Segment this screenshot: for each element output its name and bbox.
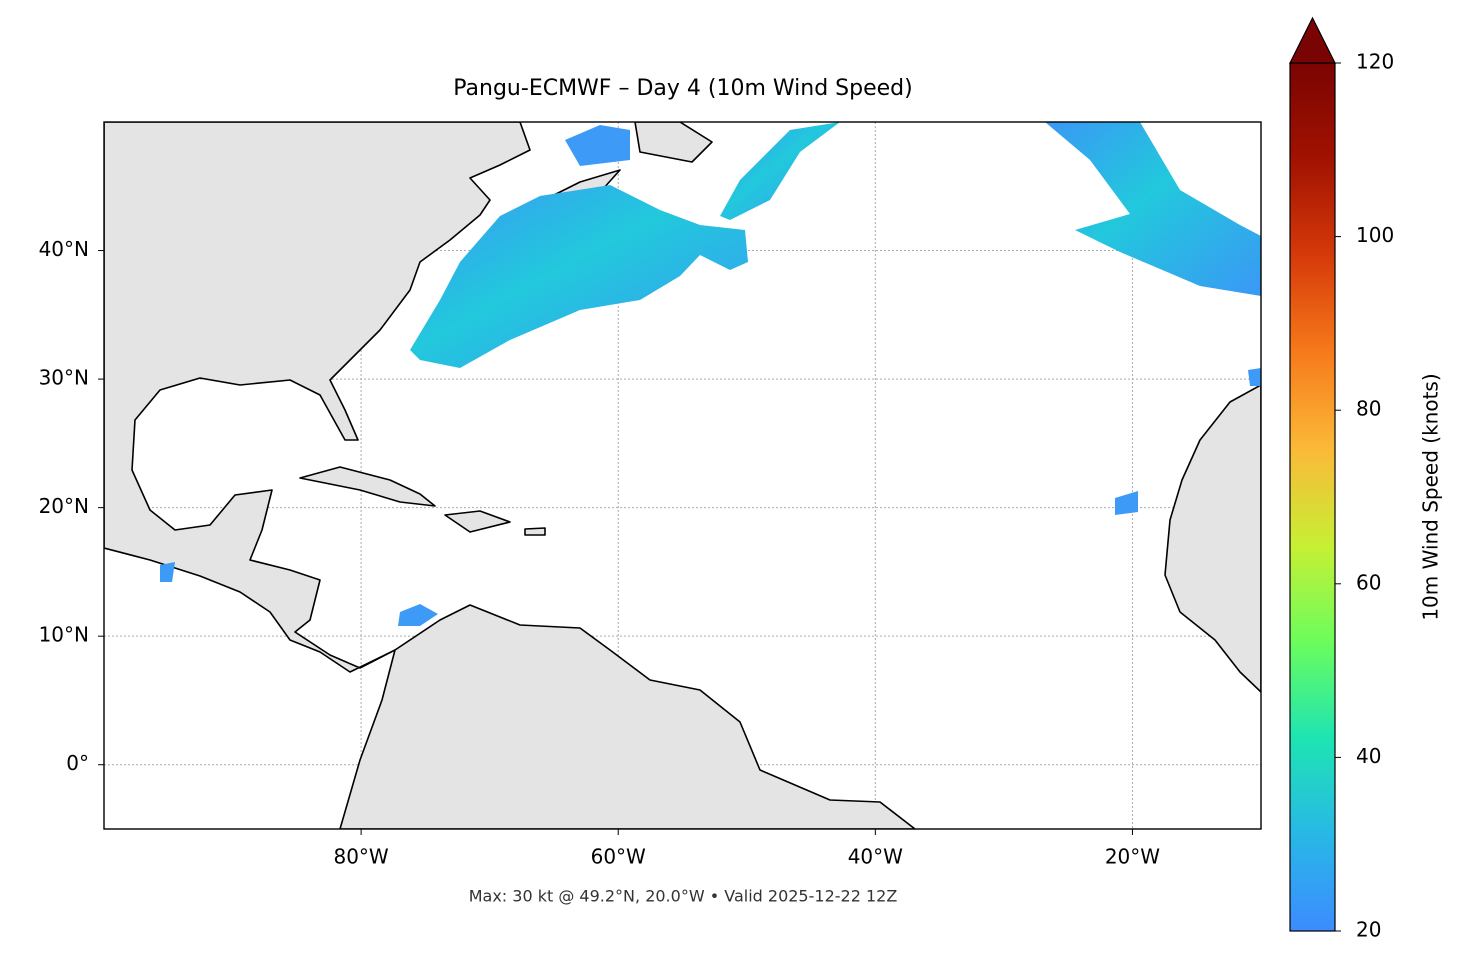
cuba [299,466,436,507]
newfoundland [634,122,713,163]
y-tick-label: 40°N [39,237,89,261]
africa [1164,384,1261,693]
wind-area [410,185,748,368]
wind-area [1248,368,1261,386]
footnote: Max: 30 kt @ 49.2°N, 20.0°W • Valid 2025… [469,887,898,906]
map-frame [103,121,1262,830]
wind-area [720,122,840,220]
colorbar-scale [1289,62,1336,932]
colorbar-tick-label: 80 [1356,397,1381,421]
colorbar: 20 40 60 80 100 120 10m Wind Speed (knots) [1289,16,1443,942]
x-tick-label: 40°W [848,845,903,869]
map [104,122,1261,829]
colorbar-tick-label: 60 [1356,570,1381,594]
y-tick-label: 0° [66,751,89,775]
y-tick-label: 20°N [39,494,89,518]
colorbar-label: 10m Wind Speed (knots) [1419,373,1443,620]
colorbar-extend [1289,16,1336,64]
y-tick-label: 30°N [39,366,89,390]
y-tick-label: 10°N [39,623,89,647]
x-tick-label: 20°W [1105,845,1160,869]
wind-area [1045,122,1261,296]
colorbar-tick-label: 20 [1356,918,1381,942]
chart-title: Pangu-ECMWF – Day 4 (10m Wind Speed) [453,76,912,101]
wind-area [565,125,630,166]
colorbar-tick-label: 120 [1356,50,1394,74]
wind-area [160,562,175,582]
wind-area [398,604,438,626]
colorbar-tick-label: 100 [1356,223,1394,247]
x-tick-label: 80°W [333,845,388,869]
colorbar-tick-label: 40 [1356,744,1381,768]
south-america [339,604,916,829]
north-america [104,122,531,673]
hispaniola [444,510,511,533]
wind-area [1115,491,1138,515]
puerto-rico [524,527,546,536]
x-tick-label: 60°W [591,845,646,869]
